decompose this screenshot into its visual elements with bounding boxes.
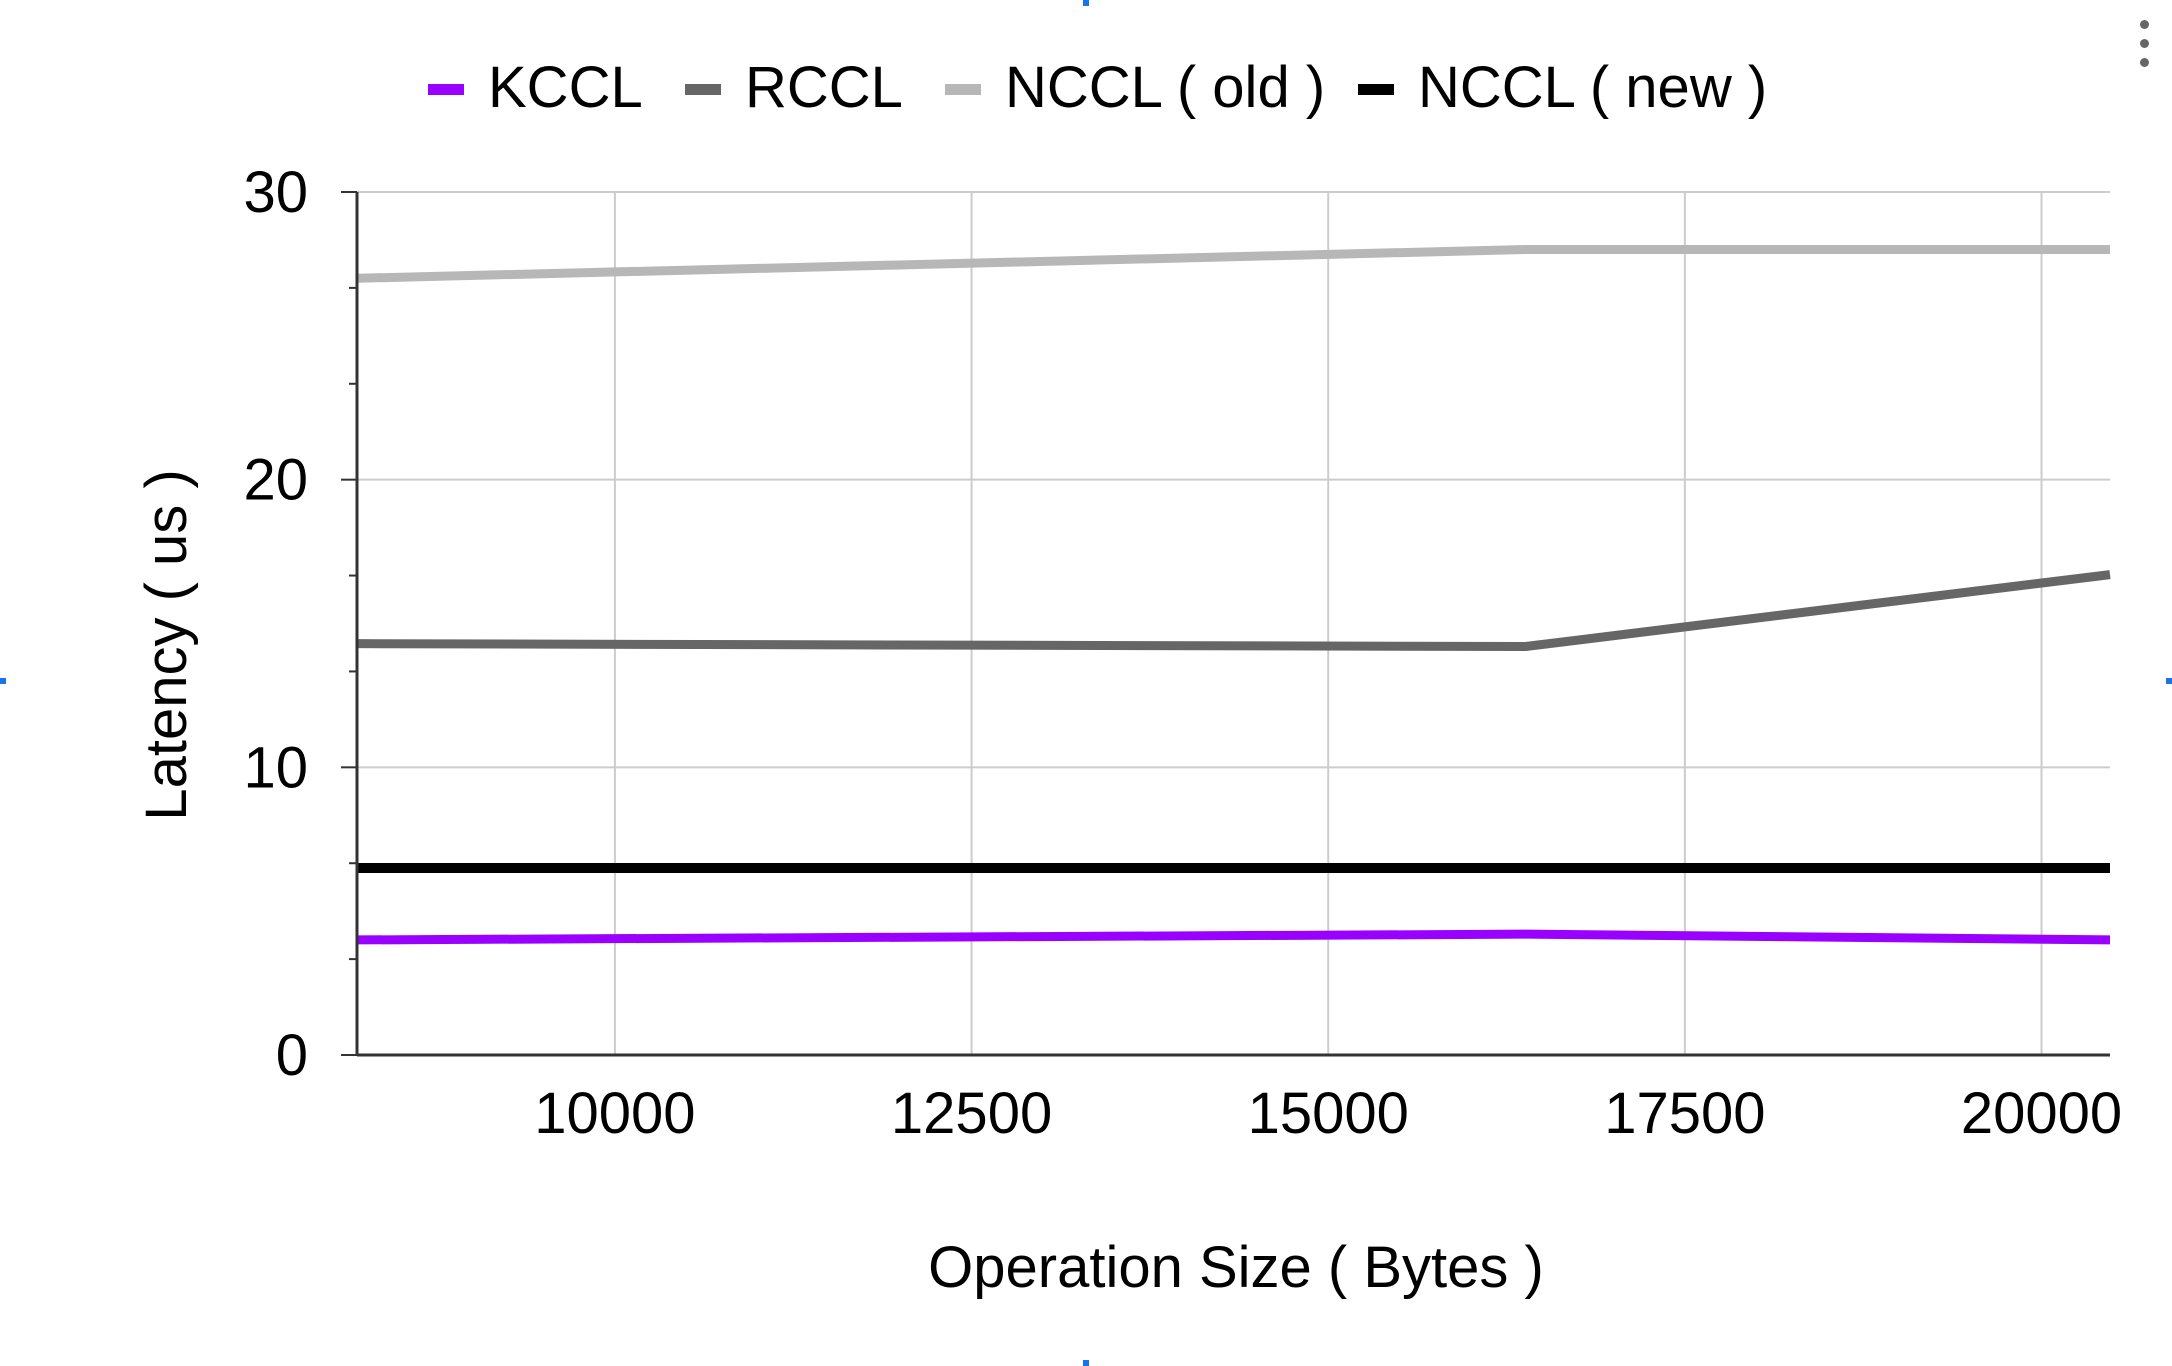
more-vert-icon (2140, 20, 2149, 29)
series-lines (356, 245, 2111, 945)
resize-handle-right[interactable] (2166, 678, 2172, 684)
axes: 0 10 20 30 10000 12500 15000 17500 20000 (243, 160, 2122, 1146)
legend-label: RCCL (745, 55, 903, 120)
x-axis-title: Operation Size ( Bytes ) (928, 1235, 1544, 1300)
more-vert-icon-dot (2140, 58, 2149, 67)
legend-swatch (945, 84, 981, 95)
series-line-rccl (356, 570, 2111, 652)
legend-label: KCCL (488, 55, 643, 120)
resize-handle-top[interactable] (1083, 0, 1089, 6)
legend-item[interactable]: RCCL (685, 55, 903, 120)
y-tick-label: 20 (243, 448, 308, 513)
legend-item[interactable]: KCCL (428, 55, 643, 120)
legend-swatch (428, 84, 464, 95)
y-axis-title: Latency ( us ) (134, 469, 199, 820)
legend-swatch (1358, 84, 1394, 95)
more-options-button[interactable] (2136, 18, 2152, 70)
y-tick-label: 10 (243, 735, 308, 800)
series-line-kccl (356, 929, 2111, 945)
y-tick-label: 0 (276, 1023, 308, 1088)
legend[interactable]: KCCL RCCL NCCL ( old ) NCCL ( new ) (428, 55, 1767, 120)
legend-label: NCCL ( old ) (1005, 55, 1325, 120)
y-tick-label: 30 (243, 160, 308, 225)
x-tick-label: 15000 (1248, 1081, 1409, 1146)
series-line-nccl-old (356, 245, 2110, 283)
x-tick-label: 20000 (1961, 1081, 2122, 1146)
x-tick-label: 10000 (534, 1081, 695, 1146)
legend-swatch (685, 84, 721, 95)
x-tick-label: 17500 (1604, 1081, 1765, 1146)
resize-handle-bottom[interactable] (1083, 1360, 1089, 1366)
legend-item[interactable]: NCCL ( new ) (1358, 55, 1767, 120)
legend-item[interactable]: NCCL ( old ) (945, 55, 1325, 120)
x-tick-label: 12500 (891, 1081, 1052, 1146)
more-vert-icon-dot (2140, 39, 2149, 48)
legend-label: NCCL ( new ) (1418, 55, 1767, 120)
resize-handle-left[interactable] (0, 678, 6, 684)
gridlines (357, 191, 2110, 1055)
